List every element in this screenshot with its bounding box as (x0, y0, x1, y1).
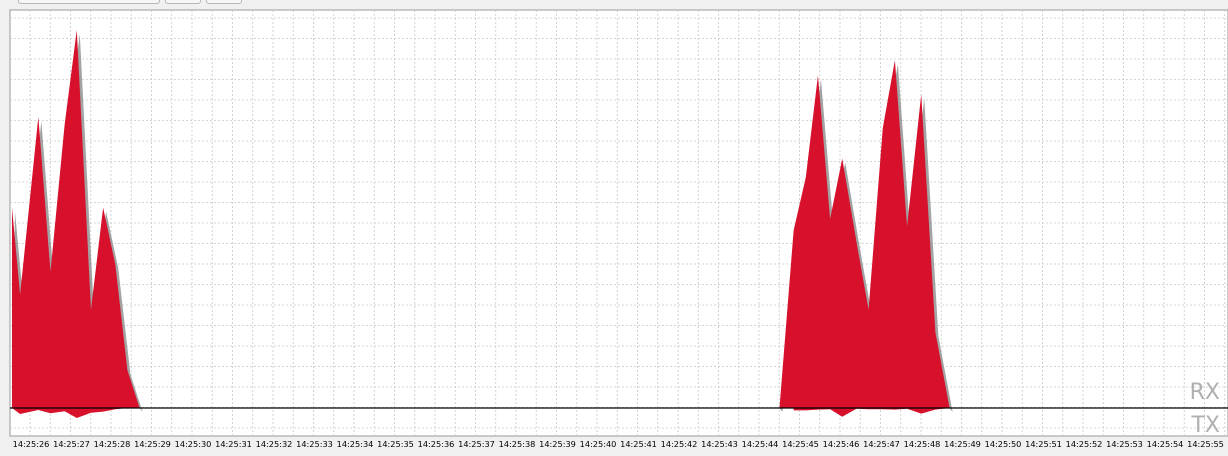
x-tick-label: 14:25:35 (377, 439, 414, 449)
x-tick-label: 14:25:44 (742, 439, 779, 449)
x-tick-label: 14:25:43 (701, 439, 738, 449)
x-tick-label: 14:25:41 (620, 439, 657, 449)
x-tick-label: 14:25:46 (823, 439, 860, 449)
x-tick-label: 14:25:42 (661, 439, 698, 449)
x-tick-label: 14:25:33 (296, 439, 333, 449)
x-tick-label: 14:25:55 (1187, 439, 1224, 449)
x-tick-label: 14:25:28 (94, 439, 131, 449)
x-tick-label: 14:25:53 (1106, 439, 1143, 449)
x-tick-label: 14:25:48 (904, 439, 941, 449)
x-tick-label: 14:25:34 (337, 439, 374, 449)
x-tick-label: 14:25:50 (985, 439, 1022, 449)
x-tick-label: 14:25:26 (13, 439, 50, 449)
x-tick-label: 14:25:39 (539, 439, 576, 449)
x-tick-label: 14:25:40 (580, 439, 617, 449)
x-tick-label: 14:25:47 (863, 439, 900, 449)
x-tick-label: 14:25:49 (944, 439, 981, 449)
x-tick-label: 14:25:30 (175, 439, 212, 449)
x-tick-label: 14:25:37 (458, 439, 495, 449)
x-tick-label: 14:25:31 (215, 439, 252, 449)
tx-legend-label: TX (1190, 413, 1220, 438)
x-tick-label: 14:25:36 (418, 439, 455, 449)
x-tick-label: 14:25:38 (499, 439, 536, 449)
rx-legend-label: RX (1190, 380, 1220, 405)
x-tick-label: 14:25:51 (1025, 439, 1062, 449)
x-tick-label: 14:25:45 (782, 439, 819, 449)
x-tick-label: 14:25:27 (53, 439, 90, 449)
x-tick-label: 14:25:32 (256, 439, 293, 449)
x-tick-label: 14:25:29 (134, 439, 171, 449)
x-tick-label: 14:25:54 (1147, 439, 1184, 449)
x-tick-label: 14:25:52 (1066, 439, 1103, 449)
